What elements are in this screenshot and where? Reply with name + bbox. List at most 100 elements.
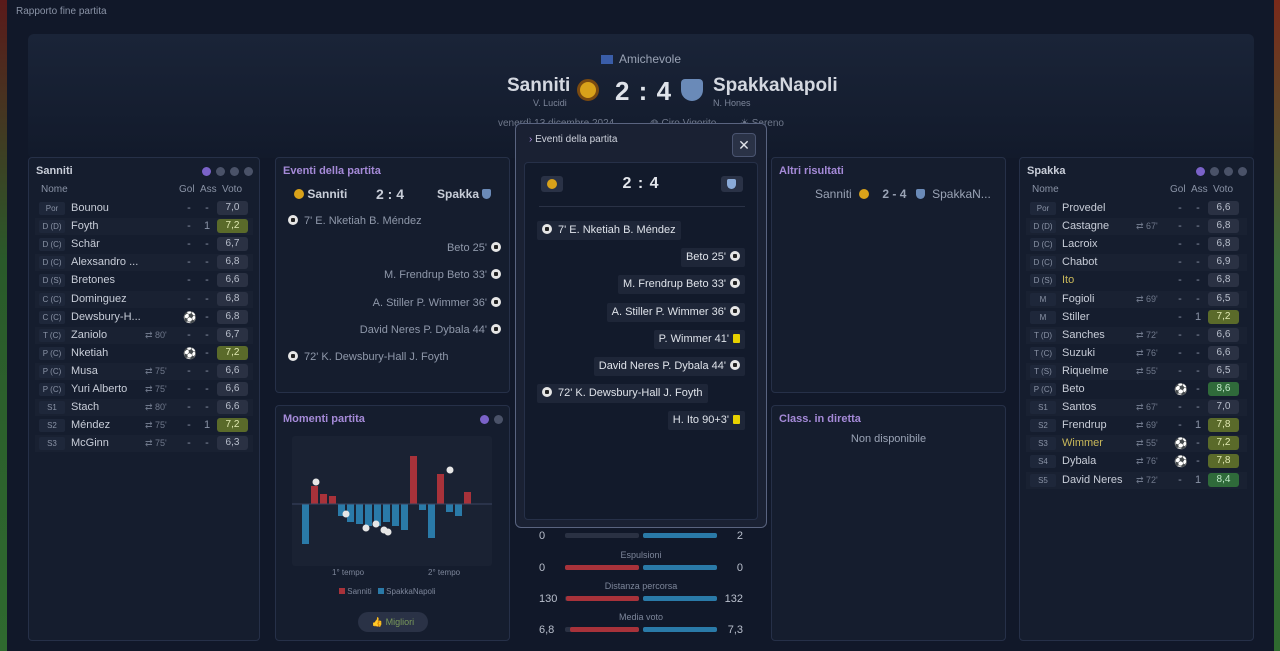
header-ass[interactable]: Ass bbox=[200, 184, 217, 195]
player-row[interactable]: M Fogioli ⇄ 69' - -6,5 bbox=[1026, 291, 1247, 308]
substitution-time: ⇄ 72' bbox=[1136, 329, 1158, 340]
player-row[interactable]: D (S) Bretones - -6,6 bbox=[35, 272, 253, 289]
page-dot[interactable] bbox=[216, 167, 225, 176]
player-goals: ⚽ bbox=[1174, 456, 1188, 469]
player-row[interactable]: T (C) Suzuki ⇄ 76' - -6,6 bbox=[1026, 345, 1247, 362]
home-coach[interactable]: V. Lucidi bbox=[533, 98, 567, 108]
event-row[interactable]: H. Ito 90+3' bbox=[667, 411, 745, 431]
page-dot[interactable] bbox=[494, 415, 503, 424]
substitution-time: ⇄ 55' bbox=[1136, 365, 1158, 376]
event-row[interactable]: David Neres P. Dybala 44' bbox=[593, 357, 745, 376]
home-players-panel: Sanniti Nome Gol Ass Voto Por Bounou - -7,0… bbox=[28, 157, 260, 641]
event-row[interactable]: 7' E. Nketiah B. Méndez bbox=[537, 221, 681, 240]
player-name: Dewsbury-H... bbox=[71, 310, 141, 323]
header-voto[interactable]: Voto bbox=[222, 184, 243, 195]
away-crest-icon bbox=[482, 189, 492, 199]
player-position: T (S) bbox=[1030, 364, 1056, 378]
substitution-time: ⇄ 67' bbox=[1136, 221, 1158, 232]
close-button[interactable]: ✕ bbox=[732, 133, 756, 157]
event-row[interactable]: David Neres P. Dybala 44' bbox=[360, 323, 501, 336]
page-dot[interactable] bbox=[244, 167, 253, 176]
player-name: Schär bbox=[71, 238, 100, 251]
player-name: Dominguez bbox=[71, 292, 127, 305]
player-row[interactable]: S4 Dybala ⇄ 76' ⚽ -7,8 bbox=[1026, 453, 1247, 470]
player-row[interactable]: P (C) Nketiah ⚽ -7,2 bbox=[35, 345, 253, 362]
event-row[interactable]: M. Frendrup Beto 33' bbox=[618, 275, 745, 295]
page-dot[interactable] bbox=[230, 167, 239, 176]
player-row[interactable]: T (C) Zaniolo ⇄ 80' - -6,7 bbox=[35, 327, 253, 344]
player-row[interactable]: D (C) Schär - -6,7 bbox=[35, 236, 253, 253]
event-row[interactable]: A. Stiller P. Wimmer 36' bbox=[606, 302, 745, 322]
page-dot[interactable] bbox=[1196, 167, 1205, 176]
header-gol[interactable]: Gol bbox=[1170, 184, 1186, 195]
player-row[interactable]: T (D) Sanches ⇄ 72' - -6,6 bbox=[1026, 327, 1247, 344]
player-row[interactable]: C (C) Dewsbury-H... ⚽ -6,8 bbox=[35, 309, 253, 326]
stat-row: Distanza percorsa 130 132 bbox=[515, 581, 767, 611]
player-name: Riquelme bbox=[1062, 364, 1109, 377]
event-row[interactable]: A. Stiller P. Wimmer 36' bbox=[373, 296, 501, 309]
away-coach[interactable]: N. Hones bbox=[713, 98, 751, 108]
header-ass[interactable]: Ass bbox=[1191, 184, 1208, 195]
panel-pager[interactable] bbox=[202, 167, 253, 176]
event-row[interactable]: 72' K. Dewsbury-Hall J. Foyth bbox=[537, 384, 708, 404]
player-row[interactable]: S1 Santos ⇄ 67' - -7,0 bbox=[1026, 399, 1247, 416]
goal-icon bbox=[288, 351, 298, 361]
player-row[interactable]: D (D) Foyth -1 7,2 bbox=[35, 218, 253, 235]
panel-pager[interactable] bbox=[1196, 167, 1247, 176]
page-dot[interactable] bbox=[202, 167, 211, 176]
player-row[interactable]: T (S) Riquelme ⇄ 55' - -6,5 bbox=[1026, 363, 1247, 380]
player-row[interactable]: C (C) Dominguez - -6,8 bbox=[35, 291, 253, 308]
player-row[interactable]: P (C) Beto ⚽ -8,6 bbox=[1026, 381, 1247, 398]
event-row[interactable]: M. Frendrup Beto 33' bbox=[384, 269, 501, 281]
moments-pager[interactable] bbox=[480, 415, 503, 424]
page-dot[interactable] bbox=[1224, 167, 1233, 176]
stat-home-value: 6,8 bbox=[539, 624, 555, 636]
header-name[interactable]: Nome bbox=[1032, 184, 1059, 195]
player-position: S5 bbox=[1030, 473, 1056, 487]
player-position: P (C) bbox=[39, 364, 65, 378]
home-team-name[interactable]: Sanniti bbox=[507, 75, 571, 96]
momentum-svg bbox=[292, 456, 492, 544]
event-row[interactable]: Beto 25' bbox=[447, 242, 501, 254]
player-row[interactable]: S1 Stach ⇄ 80' - -6,6 bbox=[35, 399, 253, 416]
stat-home-value: 0 bbox=[539, 562, 546, 574]
header-name[interactable]: Nome bbox=[41, 184, 68, 195]
player-row[interactable]: D (C) Chabot - -6,9 bbox=[1026, 254, 1247, 271]
best-players-button[interactable]: 👍 Migliori bbox=[358, 612, 428, 632]
header-voto[interactable]: Voto bbox=[1213, 184, 1234, 195]
player-name: Beto bbox=[1062, 383, 1085, 395]
player-row[interactable]: D (C) Alexsandro ... - -6,8 bbox=[35, 254, 253, 271]
player-row[interactable]: Por Provedel - -6,6 bbox=[1026, 200, 1247, 217]
background-edge-right bbox=[1274, 0, 1280, 651]
player-row[interactable]: S2 Méndez ⇄ 75' -1 7,2 bbox=[35, 417, 253, 434]
header-gol[interactable]: Gol bbox=[179, 184, 195, 195]
player-row[interactable]: P (C) Yuri Alberto ⇄ 75' - -6,6 bbox=[35, 381, 253, 398]
player-row[interactable]: P (C) Musa ⇄ 75' - -6,6 bbox=[35, 363, 253, 380]
page-dot[interactable] bbox=[1238, 167, 1247, 176]
stat-away-value: 0 bbox=[736, 562, 743, 574]
player-assists: 1 bbox=[1194, 310, 1202, 323]
away-team-name[interactable]: SpakkaNapoli bbox=[713, 75, 838, 96]
player-row[interactable]: D (D) Castagne ⇄ 67' - -6,8 bbox=[1026, 218, 1247, 235]
event-row[interactable]: P. Wimmer 41' bbox=[653, 329, 745, 349]
player-row[interactable]: S3 Wimmer ⇄ 55' ⚽ -7,2 bbox=[1026, 435, 1247, 452]
player-row[interactable]: S5 David Neres ⇄ 72' -1 8,4 bbox=[1026, 472, 1247, 489]
player-row[interactable]: S2 Frendrup ⇄ 69' -1 7,8 bbox=[1026, 417, 1247, 434]
player-row[interactable]: Por Bounou - -7,0 bbox=[35, 200, 253, 217]
player-row[interactable]: M Stiller -1 7,2 bbox=[1026, 309, 1247, 326]
player-name: Dybala bbox=[1062, 455, 1097, 468]
player-rating: 6,6 bbox=[1208, 327, 1239, 342]
player-position: S3 bbox=[39, 437, 65, 451]
event-row[interactable]: Beto 25' bbox=[680, 248, 745, 268]
player-row[interactable]: D (S) Ito - -6,8 bbox=[1026, 272, 1247, 289]
player-row[interactable]: S3 McGinn ⇄ 75' - -6,3 bbox=[35, 435, 253, 452]
page-dot[interactable] bbox=[1210, 167, 1219, 176]
player-name: Méndez bbox=[71, 419, 111, 432]
event-row[interactable]: 72' K. Dewsbury-Hall J. Foyth bbox=[288, 351, 449, 363]
event-row[interactable]: 7' E. Nketiah B. Méndez bbox=[288, 215, 422, 227]
player-row[interactable]: D (C) Lacroix - -6,8 bbox=[1026, 236, 1247, 253]
player-position: M bbox=[1030, 292, 1056, 306]
result-row[interactable]: Sanniti 2 - 4 SpakkaN... bbox=[815, 187, 991, 201]
momentum-bar bbox=[311, 486, 318, 504]
page-dot[interactable] bbox=[480, 415, 489, 424]
